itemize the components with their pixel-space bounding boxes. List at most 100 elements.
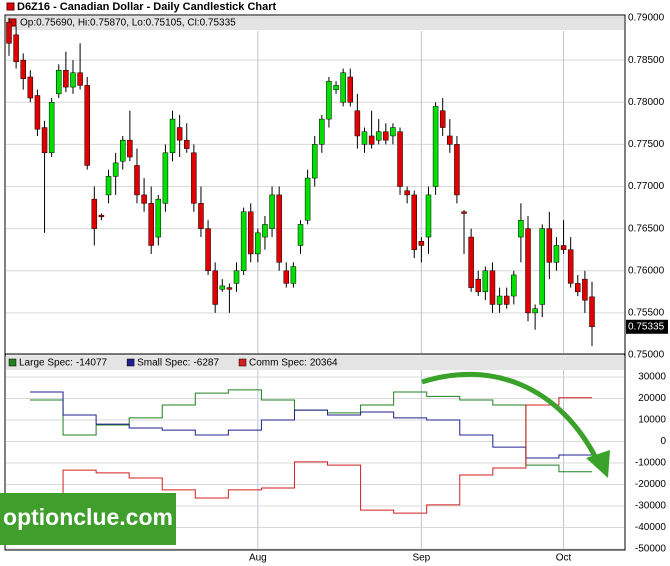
trend-arrowhead <box>586 450 610 478</box>
candle-body <box>70 72 76 88</box>
candle-body <box>212 270 218 305</box>
last-price-label: 0.75335 <box>628 321 665 332</box>
candle-body <box>361 131 368 145</box>
candle-body <box>6 21 12 44</box>
candle-body <box>496 295 503 305</box>
legend-name: Small Spec: <box>137 358 190 369</box>
y-tick-label: 30000 <box>638 372 666 383</box>
candle-body <box>489 270 496 305</box>
y-tick-label: -10000 <box>635 458 667 469</box>
candle-body <box>169 118 176 154</box>
candle-body <box>567 249 574 284</box>
y-tick-label: 10000 <box>638 415 666 426</box>
candle-body <box>27 76 34 99</box>
candle-body <box>560 245 567 250</box>
y-tick-label: -50000 <box>635 544 667 555</box>
candle-body <box>525 228 531 314</box>
candle-body <box>112 162 119 177</box>
legend-name: Comm Spec: <box>249 358 307 369</box>
candle-body <box>539 228 545 305</box>
candle-body <box>233 270 240 284</box>
y-tick-label: 0.76500 <box>628 223 665 234</box>
y-tick-label: 0.75000 <box>628 350 665 361</box>
y-tick-label: 0.79000 <box>628 13 665 24</box>
candle-body <box>304 177 311 221</box>
cot-line <box>30 397 592 533</box>
candle-body <box>432 106 439 187</box>
candle-body <box>482 270 489 293</box>
candle-body <box>418 241 425 246</box>
candle-body <box>134 165 140 196</box>
candle-body <box>532 308 538 314</box>
candle-body <box>390 127 396 137</box>
candle-body <box>77 72 83 86</box>
legend-swatch <box>238 358 247 367</box>
price-frame <box>4 14 626 355</box>
candle-body <box>397 131 403 187</box>
y-tick-label: -40000 <box>635 522 667 533</box>
logo-box <box>0 493 176 545</box>
candle-body <box>183 139 190 149</box>
candle-body <box>262 224 268 238</box>
last-price-box <box>626 319 668 334</box>
cot-line <box>30 391 592 459</box>
ohlc-info: Op:0.75690, Hi:0.75870, Lo:0.75105, Cl:0… <box>20 18 236 29</box>
candle-body <box>411 194 418 250</box>
candle-body <box>354 110 361 137</box>
y-tick-label: 0.76000 <box>628 265 665 276</box>
y-tick-label: 0.77000 <box>628 181 665 192</box>
candle-body <box>56 69 62 95</box>
candle-body <box>290 266 297 284</box>
candle-body <box>582 278 588 301</box>
candle-body <box>518 219 524 238</box>
candle-body <box>447 135 453 145</box>
candle-body <box>13 34 19 63</box>
candle-body <box>141 194 147 204</box>
legend-value: -14077 <box>76 358 108 369</box>
candle-body <box>404 190 410 196</box>
candle-body <box>276 194 282 263</box>
candle-body <box>162 152 169 204</box>
y-tick-label: -20000 <box>635 479 667 490</box>
y-tick-label: 0 <box>660 436 666 447</box>
candle-body <box>198 203 204 229</box>
candle-body <box>91 198 98 229</box>
candle-body <box>98 214 105 218</box>
trend-arrow <box>421 371 601 464</box>
candle-body <box>319 118 325 145</box>
candle-body <box>546 228 553 263</box>
candle-body <box>226 287 233 290</box>
x-tick-label: Oct <box>556 553 572 564</box>
candle-body <box>439 110 446 128</box>
candle-body <box>127 139 133 158</box>
candle-body <box>120 139 126 162</box>
y-tick-label: -30000 <box>635 501 667 512</box>
legend-bar <box>6 356 624 370</box>
candle-body <box>41 127 48 154</box>
candle-body <box>468 236 474 288</box>
candle-body <box>84 85 90 166</box>
y-tick-label: 20000 <box>638 393 666 404</box>
candle-body <box>269 194 275 229</box>
candle-body <box>34 95 41 130</box>
candle-body <box>176 127 183 141</box>
candle-body <box>255 232 261 255</box>
candle-body <box>347 76 354 103</box>
candle-body <box>368 135 375 145</box>
watermark: optionclue.com <box>3 504 173 530</box>
y-tick-label: 0.78000 <box>628 97 665 108</box>
legend-swatch <box>8 358 17 367</box>
candle-body <box>155 198 162 238</box>
candle-body <box>340 72 346 103</box>
candle-body <box>503 295 510 305</box>
candle-body <box>575 283 581 293</box>
legend-value: 20364 <box>310 358 338 369</box>
x-tick-label: Sep <box>412 553 430 564</box>
candle-body <box>511 274 517 297</box>
candle-body <box>219 285 226 290</box>
y-tick-label: 0.75500 <box>628 308 665 319</box>
candle-body <box>589 296 595 328</box>
x-tick-label: Aug <box>249 553 267 564</box>
